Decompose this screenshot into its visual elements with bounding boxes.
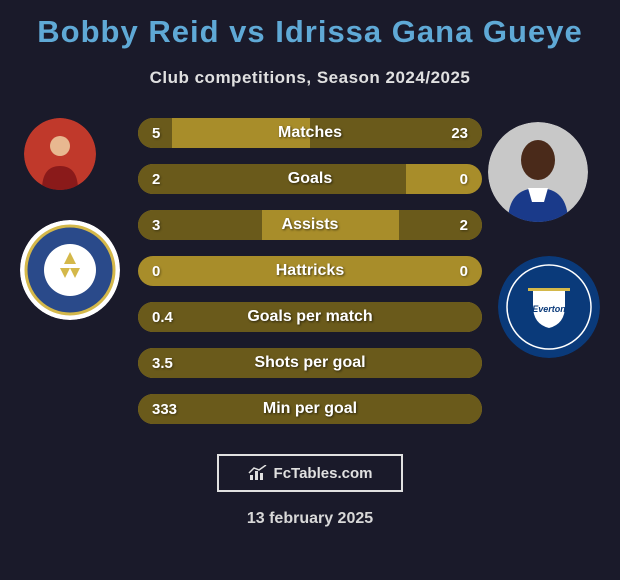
chart-icon	[248, 465, 268, 481]
brand-attribution: FcTables.com	[217, 454, 403, 492]
club-badge-icon: Everton	[498, 256, 600, 358]
stat-label: Goals per match	[138, 308, 482, 326]
subtitle: Club competitions, Season 2024/2025	[150, 68, 471, 88]
stat-label: Min per goal	[138, 400, 482, 418]
stat-row: 5Matches23	[138, 118, 482, 148]
club-badge-left	[20, 220, 120, 320]
stat-row: 2Goals0	[138, 164, 482, 194]
club-badge-right: Everton	[498, 256, 600, 358]
stat-row: 3Assists2	[138, 210, 482, 240]
brand-text: FcTables.com	[274, 465, 373, 482]
avatar-placeholder-icon	[24, 118, 96, 190]
stat-label: Goals	[138, 170, 482, 188]
stat-value-right: 0	[460, 171, 468, 188]
stat-label: Assists	[138, 216, 482, 234]
stat-value-right: 0	[460, 263, 468, 280]
player-avatar-right	[488, 122, 588, 222]
stat-label: Shots per goal	[138, 354, 482, 372]
content-area: Everton 5Matches232Goals03Assists20Hattr…	[0, 118, 620, 580]
stat-row: 0.4Goals per match	[138, 302, 482, 332]
page-title: Bobby Reid vs Idrissa Gana Gueye	[37, 14, 582, 50]
stat-value-right: 23	[451, 125, 468, 142]
player-avatar-left	[24, 118, 96, 190]
stat-label: Matches	[138, 124, 482, 142]
club-badge-icon	[20, 220, 120, 320]
date-label: 13 february 2025	[0, 510, 620, 528]
stat-label: Hattricks	[138, 262, 482, 280]
stat-row: 3.5Shots per goal	[138, 348, 482, 378]
stat-value-right: 2	[460, 217, 468, 234]
avatar-placeholder-icon	[488, 122, 588, 222]
stats-column: 5Matches232Goals03Assists20Hattricks00.4…	[138, 118, 482, 440]
svg-text:Everton: Everton	[532, 304, 566, 314]
stat-row: 333Min per goal	[138, 394, 482, 424]
stat-row: 0Hattricks0	[138, 256, 482, 286]
comparison-infographic: Bobby Reid vs Idrissa Gana Gueye Club co…	[0, 0, 620, 580]
